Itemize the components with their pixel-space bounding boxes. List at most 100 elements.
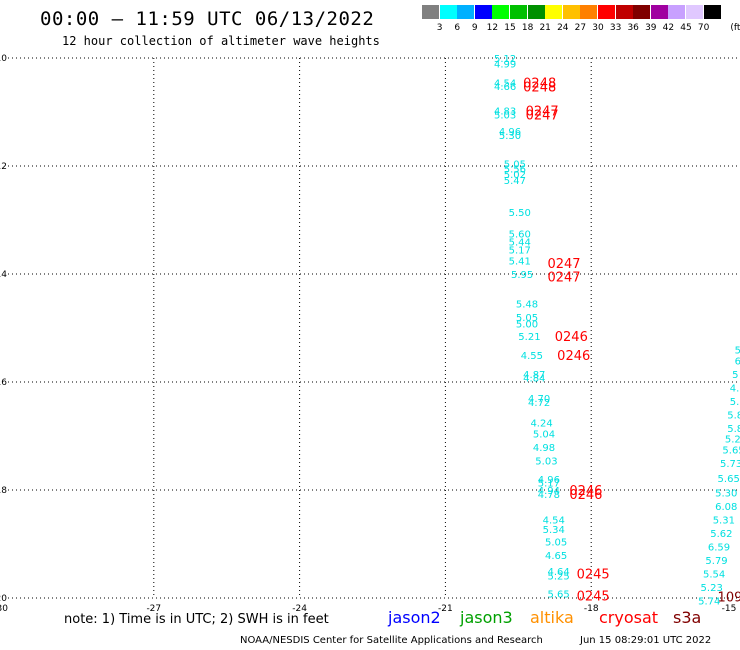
legend-swatch (562, 5, 580, 19)
swh-value: 5.65 (547, 590, 569, 601)
time-label: 0248 (523, 81, 556, 96)
lon-tick-label: -30 (0, 604, 8, 614)
legend-label: 70 (697, 23, 710, 33)
swh-value: 5.02 (504, 170, 526, 181)
swh-value: 5.30 (715, 489, 737, 500)
legend-swatch (422, 5, 439, 19)
footer-credit: NOAA/NESDIS Center for Satellite Applica… (240, 635, 543, 646)
swh-value: 5.65 (718, 474, 740, 485)
swh-value: 4.72 (528, 398, 550, 409)
swh-value: 5.03 (535, 456, 557, 467)
swh-value: 6.59 (708, 543, 730, 554)
lat-tick-label: -18 (0, 486, 7, 496)
swh-value: 4.84 (523, 374, 545, 385)
swh-value: 5.50 (509, 208, 531, 219)
lon-tick-label: -24 (292, 604, 307, 614)
swh-value: 4.54 (494, 78, 516, 89)
legend-label: 3 (436, 23, 443, 33)
legend-label: 33 (609, 23, 622, 33)
swh-value: 5.03 (494, 111, 516, 122)
swh-value: 5.56 (504, 165, 526, 176)
legend-label: 6 (454, 23, 461, 33)
swh-value: 5.23 (701, 583, 723, 594)
swh-value: 4.96 (499, 127, 521, 138)
swh-value: 4.54 (543, 516, 565, 527)
swh-value: 5.73 (720, 459, 740, 470)
legend-swatch (545, 5, 563, 19)
lon-tick-label: -18 (584, 604, 599, 614)
swh-value: 5.95 (511, 270, 533, 281)
swh-value: 5.8 (727, 410, 740, 421)
legend-swatch (598, 5, 615, 19)
swh-value: 4.83 (494, 106, 516, 117)
time-label: 0247 (526, 109, 559, 124)
swh-value: 5.41 (509, 257, 531, 268)
swh-value: 4.98 (533, 443, 555, 454)
legend-unit: (ft) (730, 23, 740, 33)
swh-value: 6.08 (715, 502, 737, 513)
time-label: 0246 (557, 349, 590, 364)
swh-value: 5 (732, 370, 738, 381)
swh-value: 5.44 (509, 238, 531, 249)
swh-value: 5.17 (538, 478, 560, 489)
lat-tick-label: -20 (0, 594, 7, 604)
swh-value: 4.55 (521, 351, 543, 362)
map-title: 00:00 – 11:59 UTC 06/13/2022 (40, 8, 375, 30)
swh-value: 4.66 (494, 82, 516, 93)
legend-swatch (686, 5, 703, 19)
lat-tick-label: -12 (0, 162, 7, 172)
legend-swatch (457, 5, 475, 19)
swh-value: 4.65 (545, 551, 567, 562)
legend-label: 15 (504, 23, 516, 33)
legend-label: 27 (574, 23, 587, 33)
time-label: 0246 (555, 330, 588, 345)
legend-label: 30 (592, 23, 604, 33)
time-label: 0247 (526, 104, 559, 119)
legend-label: 24 (557, 23, 569, 33)
swh-value: 5.05 (545, 537, 567, 548)
swh-value: 5.65 (722, 446, 740, 457)
satellite-altika: altika (530, 608, 574, 627)
swh-value: 5 (735, 346, 740, 357)
swh-value: 5.79 (705, 556, 727, 567)
map-subtitle: 12 hour collection of altimeter wave hei… (62, 34, 380, 48)
time-label: 0247 (547, 257, 580, 272)
legend-label: 39 (645, 23, 657, 33)
legend-swatch (439, 5, 457, 19)
legend-swatch (633, 5, 651, 19)
swh-value: 5.00 (516, 320, 538, 331)
time-label: 0245 (577, 568, 610, 583)
lon-tick-label: -15 (722, 604, 737, 614)
satellite-jason3: jason3 (460, 608, 513, 627)
lon-tick-label: -27 (146, 604, 161, 614)
swh-value: 5.34 (543, 525, 565, 536)
legend-label: 45 (680, 23, 692, 33)
swh-value: 5.60 (509, 230, 531, 241)
swh-value: 4.99 (494, 59, 516, 70)
swh-value: 5.31 (713, 516, 735, 527)
satellite-s3a: s3a (673, 608, 702, 627)
swh-value: 5.84 (727, 424, 740, 435)
time-label-s3a: 109 (718, 590, 740, 605)
legend-label: 12 (486, 23, 499, 33)
swh-value: 5.05 (516, 313, 538, 324)
swh-value: 5.30 (499, 131, 521, 142)
time-label: 0247 (547, 271, 580, 286)
time-label: 0248 (523, 76, 556, 91)
swh-value: 5.47 (504, 176, 526, 187)
swh-value: 4.96 (538, 475, 560, 486)
legend-swatch (492, 5, 510, 19)
swh-value: 4.70 (528, 394, 550, 405)
swh-value: 4.64 (547, 567, 569, 578)
swh-value: 4.78 (538, 490, 560, 501)
swh-value: 5.21 (518, 332, 540, 343)
footer-timestamp: Jun 15 08:29:01 UTC 2022 (580, 635, 712, 646)
swh-value: 5.25 (547, 571, 569, 582)
swh-value: 4.24 (530, 419, 552, 430)
legend-swatch (615, 5, 633, 19)
swh-value: 5.48 (516, 300, 538, 311)
legend-label: 9 (471, 23, 478, 33)
legend-swatch (510, 5, 527, 19)
